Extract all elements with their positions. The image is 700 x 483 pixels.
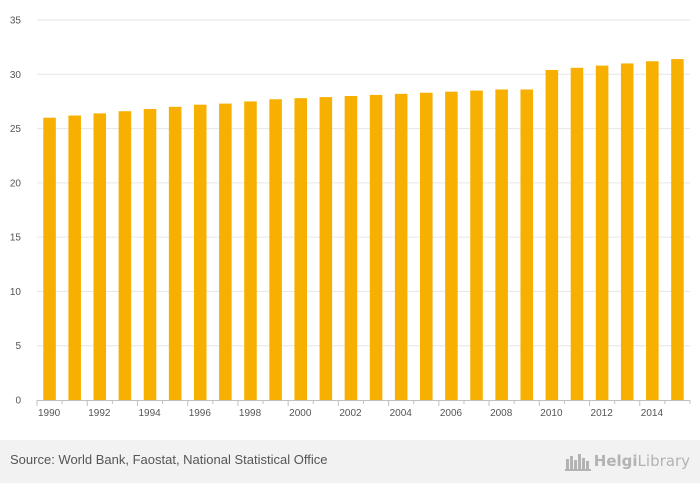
bar-1994: [143, 109, 157, 401]
bar-1997: [219, 103, 232, 400]
bar-2002: [344, 96, 358, 400]
bar-2004: [394, 93, 408, 400]
chart-area: 0 5 10 15 20 25 30 35 1990 1992 1994 1996 1998 2000 2…: [10, 16, 691, 419]
bar-2010: [545, 69, 559, 400]
bar-2009: [520, 89, 534, 400]
bar-2005: [420, 92, 433, 400]
bar-1990: [43, 117, 56, 400]
x-tick-label-2010: 2010: [540, 408, 563, 419]
x-tick-label-1994: 1994: [138, 408, 161, 419]
y-axis-labels: 0 5 10 15 20 25 30 35: [10, 16, 22, 407]
bar-1992: [93, 113, 107, 400]
footer: Source: World Bank, Faostat, National St…: [0, 440, 700, 483]
bar-2015: [671, 59, 684, 400]
bar-2003: [369, 94, 383, 401]
y-tick-label-15: 15: [10, 233, 22, 244]
x-tick-label-1990: 1990: [38, 408, 61, 419]
bar-1991: [68, 115, 81, 401]
x-tick-label-2002: 2002: [339, 408, 362, 419]
bar-2006: [445, 91, 458, 401]
y-tick-label-35: 35: [10, 16, 22, 27]
y-tick-label-5: 5: [15, 341, 21, 352]
y-tick-label-0: 0: [15, 396, 21, 407]
brand-name-part1: Helgi: [593, 452, 638, 470]
bar-1999: [269, 99, 282, 400]
x-tick-label-2008: 2008: [490, 408, 513, 419]
x-tick-label-2014: 2014: [641, 408, 664, 419]
bar-2001: [319, 97, 333, 400]
grid-lines: [37, 19, 690, 347]
y-tick-label-20: 20: [10, 178, 22, 189]
bar-1995: [168, 106, 182, 400]
x-axis: [36, 400, 691, 406]
x-tick-label-2012: 2012: [591, 408, 614, 419]
bar-2007: [470, 90, 483, 401]
y-tick-label-25: 25: [10, 124, 22, 135]
bar-2000: [294, 98, 307, 401]
brand: Helgi Library: [564, 450, 690, 472]
brand-name-part2: Library: [637, 452, 690, 470]
x-tick-label-2006: 2006: [440, 408, 463, 419]
y-tick-label-10: 10: [10, 287, 22, 298]
bar-2011: [570, 67, 584, 401]
bars: [43, 59, 684, 401]
x-axis-labels: 1990 1992 1994 1996 1998 2000 2002 2004 2006 2008…: [38, 408, 663, 419]
bar-2014: [646, 61, 659, 400]
x-tick-label-1992: 1992: [88, 408, 111, 419]
bar-1993: [118, 111, 132, 400]
y-tick-label-30: 30: [10, 70, 22, 81]
bar-2013: [620, 63, 634, 401]
x-tick-label-2000: 2000: [289, 408, 312, 419]
x-tick-label-1996: 1996: [189, 408, 212, 419]
helgi-library-logo-icon: [564, 451, 591, 471]
bar-1996: [193, 104, 207, 400]
bar-1998: [244, 101, 257, 400]
bar-2008: [495, 89, 508, 400]
bar-chart: 0 5 10 15 20 25 30 35 1990 1992 1994 1996 1998 2000 2…: [10, 16, 691, 419]
source-text: Source: World Bank, Faostat, National St…: [10, 452, 328, 467]
bar-2012: [595, 65, 609, 400]
x-tick-label-1998: 1998: [239, 408, 262, 419]
x-tick-label-2004: 2004: [390, 408, 413, 419]
